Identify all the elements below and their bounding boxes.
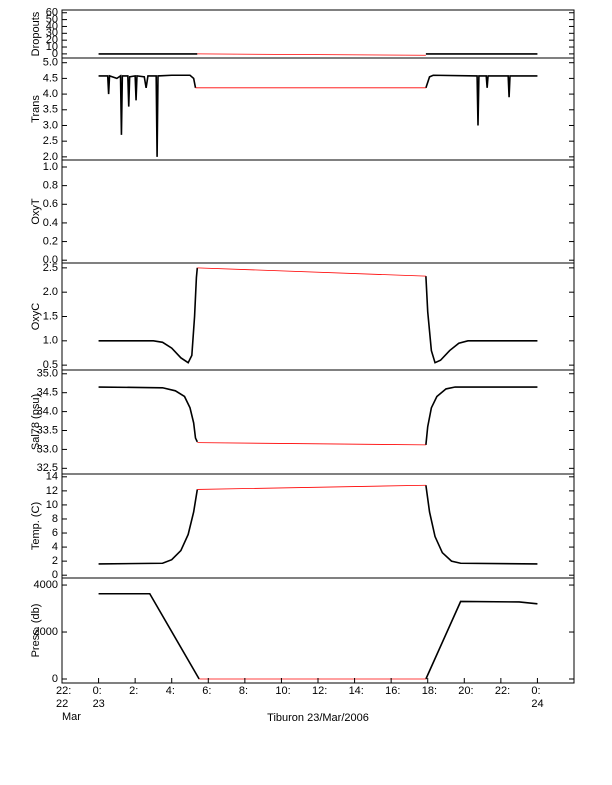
y-tick-label: 0.5 [43, 359, 58, 371]
panel-frame [61, 473, 575, 579]
y-axis-label: Trans [30, 95, 42, 123]
y-tick-label: 33.0 [37, 443, 58, 455]
data-line [425, 600, 538, 680]
data-line [98, 592, 200, 680]
y-tick-label: 0 [52, 569, 58, 581]
data-line [197, 442, 426, 446]
y-tick-label: 8 [52, 513, 58, 525]
x-tick-label: 14: [349, 685, 364, 697]
panel-frame [61, 262, 575, 371]
x-tick-label: 4: [166, 685, 175, 697]
y-tick-label: 2000 [34, 626, 58, 638]
x-tick-label: 2: [129, 685, 138, 697]
y-tick-label: 0.2 [43, 235, 58, 247]
panel-frame [61, 9, 575, 59]
data-line [98, 74, 197, 157]
y-tick-label: 0.0 [43, 254, 58, 266]
y-tick-label: 0.6 [43, 198, 58, 210]
y-tick-label: 40 [46, 20, 58, 32]
y-tick-label: 0 [52, 48, 58, 60]
y-tick-label: 4000 [34, 579, 58, 591]
y-tick-label: 4.0 [43, 88, 58, 100]
y-tick-label: 2 [52, 555, 58, 567]
y-tick-label: 20 [46, 34, 58, 46]
panel-frame [61, 369, 575, 475]
data-line [425, 74, 538, 126]
data-line [425, 386, 538, 445]
y-axis-label: Dropouts [30, 11, 42, 56]
x-tick-label: 0: [93, 685, 102, 697]
y-tick-label: 3.0 [43, 119, 58, 131]
y-tick-label: 0 [52, 673, 58, 685]
y-axis-label: Sal78 (psu) [30, 394, 42, 450]
y-tick-label: 6 [52, 527, 58, 539]
y-tick-label: 50 [46, 14, 58, 26]
x-tick-label: 22: [495, 685, 510, 697]
y-axis-label: OxyC [30, 303, 42, 331]
y-tick-label: 33.5 [37, 424, 58, 436]
y-tick-label: 1.0 [43, 335, 58, 347]
x-tick-label: 22: [56, 685, 71, 697]
y-axis-label: Press. (db) [30, 604, 42, 658]
x-tick-label: 0: [531, 685, 540, 697]
y-tick-label: 0.4 [43, 217, 58, 229]
data-line [98, 489, 199, 565]
panel-frame [61, 159, 575, 264]
data-line [98, 386, 199, 443]
data-line [425, 276, 538, 364]
y-tick-label: 4 [52, 541, 58, 553]
y-tick-label: 10 [46, 499, 58, 511]
x-tick-label: 10: [275, 685, 290, 697]
x-axis-label: Tiburon 23/Mar/2006 [267, 712, 369, 724]
x-tick-label: 16: [385, 685, 400, 697]
y-tick-label: 1.0 [43, 161, 58, 173]
x-tick-label: 24 [531, 698, 543, 710]
x-tick-label: 8: [239, 685, 248, 697]
y-tick-label: 5.0 [43, 57, 58, 69]
y-tick-label: 14 [46, 471, 58, 483]
data-line [197, 484, 426, 490]
x-tick-label: Mar [62, 711, 81, 723]
x-tick-label: 18: [422, 685, 437, 697]
y-tick-label: 4.5 [43, 72, 58, 84]
y-tick-label: 34.0 [37, 406, 58, 418]
x-tick-label: 23 [93, 698, 105, 710]
y-tick-label: 2.0 [43, 286, 58, 298]
y-tick-label: 35.0 [37, 368, 58, 380]
x-tick-label: 12: [312, 685, 327, 697]
y-tick-label: 2.5 [43, 135, 58, 147]
y-tick-label: 30 [46, 27, 58, 39]
y-tick-label: 10 [46, 41, 58, 53]
y-tick-label: 0.8 [43, 180, 58, 192]
x-tick-label: 20: [458, 685, 473, 697]
y-tick-label: 32.5 [37, 462, 58, 474]
y-tick-label: 3.5 [43, 104, 58, 116]
data-line [197, 267, 426, 277]
x-tick-label: 22 [56, 698, 68, 710]
panel-frame [61, 57, 575, 161]
y-tick-label: 60 [46, 7, 58, 19]
y-axis-label: Temp. (C) [30, 502, 42, 550]
y-tick-label: 34.5 [37, 387, 58, 399]
data-line [425, 485, 538, 565]
y-axis-label: OxyT [30, 198, 42, 225]
x-tick-label: 6: [202, 685, 211, 697]
data-line [98, 267, 199, 364]
y-tick-label: 1.5 [43, 310, 58, 322]
y-tick-label: 12 [46, 485, 58, 497]
y-tick-label: 2.5 [43, 262, 58, 274]
data-line [197, 53, 426, 56]
y-tick-label: 2.0 [43, 151, 58, 163]
